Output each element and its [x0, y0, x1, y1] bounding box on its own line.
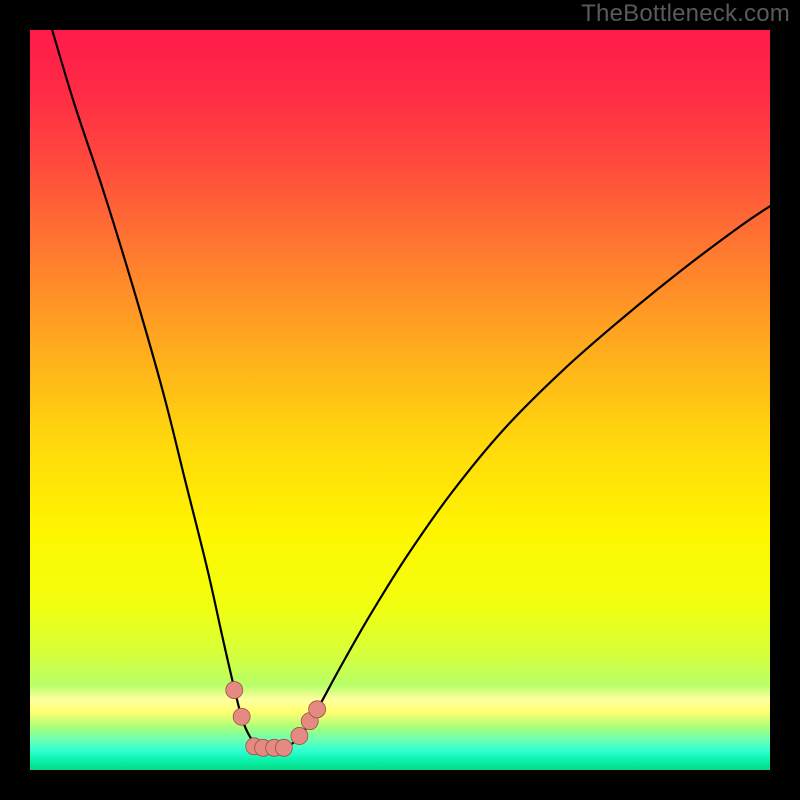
chart-stage: TheBottleneck.com	[0, 0, 800, 800]
curve-marker	[309, 701, 326, 718]
curve-marker	[226, 682, 243, 699]
plot-background-gradient	[30, 30, 770, 770]
curve-marker	[275, 739, 292, 756]
curve-marker	[291, 727, 308, 744]
curve-marker	[233, 708, 250, 725]
bottleneck-curve-plot	[0, 0, 800, 800]
